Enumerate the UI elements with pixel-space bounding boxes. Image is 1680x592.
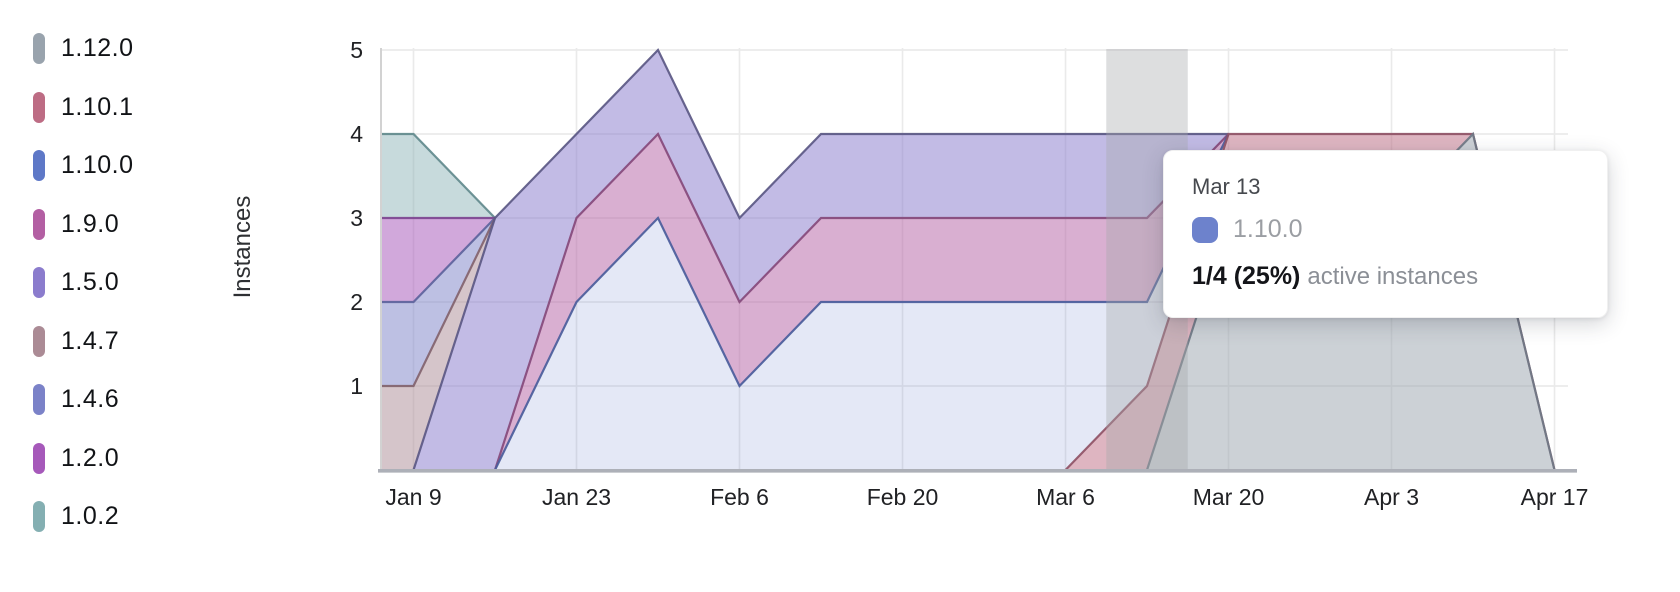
y-tick-label: 4 (350, 121, 363, 147)
x-tick-label: Jan 23 (542, 484, 611, 510)
x-tick-label: Apr 17 (1521, 484, 1589, 510)
legend-item-label: 1.4.7 (61, 326, 120, 355)
legend-marker-icon (33, 325, 45, 357)
tooltip-value: 1/4 (25%) (1192, 262, 1301, 290)
x-tick-label: Apr 3 (1364, 484, 1419, 510)
area-1.5.0[interactable] (413, 50, 1229, 470)
y-tick-label: 3 (350, 205, 363, 231)
legend-marker-icon (33, 33, 45, 64)
legend-item-label: 1.2.0 (61, 443, 120, 472)
legend-marker-icon (33, 150, 45, 182)
tooltip-series-label: 1.10.0 (1233, 215, 1303, 243)
line-1.4.6 (381, 217, 496, 304)
series-swatch-icon (1192, 216, 1218, 243)
tooltip-series-row: 1.10.0 (1192, 215, 1579, 244)
chart-legend: 1.12.0 1.10.1 1.10.0 1.9.0 1.5.0 1.4.7 1.4.6 1.… (0, 0, 330, 592)
x-tick-label: Mar 6 (1036, 484, 1095, 510)
area-1.2.0[interactable] (332, 218, 495, 302)
legend-item-1.2.0[interactable]: 1.2.0 (33, 440, 119, 476)
legend-item-label: 1.10.0 (61, 151, 134, 180)
line-1.10.0 (494, 133, 1230, 471)
legend-marker-icon (33, 501, 45, 533)
legend-item-1.10.0[interactable]: 1.10.0 (33, 148, 134, 184)
legend-item-1.4.6[interactable]: 1.4.6 (33, 382, 119, 418)
axis-labels: 1 2 3 4 5 Jan 9 Jan 23 Feb 6 Feb 20 Mar 6 Mar 20 Ap… (350, 37, 1588, 510)
legend-item-1.0.2[interactable]: 1.0.2 (33, 499, 119, 535)
area-1.4.6[interactable] (332, 218, 495, 386)
chart-tooltip: Mar 13 1.10.0 1/4 (25%) active instances (1163, 150, 1608, 318)
legend-marker-icon (33, 384, 45, 416)
legend-marker-icon (33, 91, 45, 123)
legend-item-1.10.1[interactable]: 1.10.1 (33, 89, 134, 125)
area-1.0.2[interactable] (332, 134, 495, 218)
legend-item-1.5.0[interactable]: 1.5.0 (33, 265, 119, 301)
legend-item-label: 1.12.0 (61, 34, 134, 62)
legend-item-1.12.0[interactable]: 1.12.0 (33, 31, 134, 67)
line-1.5.0 (412, 48, 1229, 471)
area-1.4.7[interactable] (332, 218, 495, 470)
x-tick-label: Jan 9 (385, 484, 441, 510)
x-tick-label: Mar 20 (1193, 484, 1265, 510)
tooltip-caption: active instances (1307, 263, 1479, 290)
legend-item-label: 1.5.0 (61, 268, 120, 297)
y-tick-label: 1 (350, 373, 363, 399)
y-tick-label: 2 (350, 289, 363, 315)
line-1.4.7 (381, 217, 496, 388)
legend-item-label: 1.4.6 (61, 385, 120, 414)
line-1.9.0 (493, 132, 1230, 471)
x-tick-label: Feb 6 (710, 484, 769, 510)
tooltip-date: Mar 13 (1192, 174, 1261, 199)
line-1.0.2 (381, 132, 496, 219)
legend-item-label: 1.0.2 (61, 502, 120, 531)
x-tick-label: Feb 20 (867, 484, 939, 510)
legend-item-1.9.0[interactable]: 1.9.0 (33, 206, 119, 242)
legend-item-label: 1.9.0 (61, 209, 120, 238)
legend-marker-icon (33, 267, 45, 299)
y-tick-label: 5 (350, 37, 363, 63)
tooltip-value-row: 1/4 (25%) active instances (1192, 262, 1579, 291)
legend-item-1.4.7[interactable]: 1.4.7 (33, 323, 119, 359)
axes (378, 48, 1577, 473)
legend-item-label: 1.10.1 (61, 92, 134, 121)
legend-marker-icon (33, 208, 45, 240)
legend-marker-icon (33, 442, 45, 474)
